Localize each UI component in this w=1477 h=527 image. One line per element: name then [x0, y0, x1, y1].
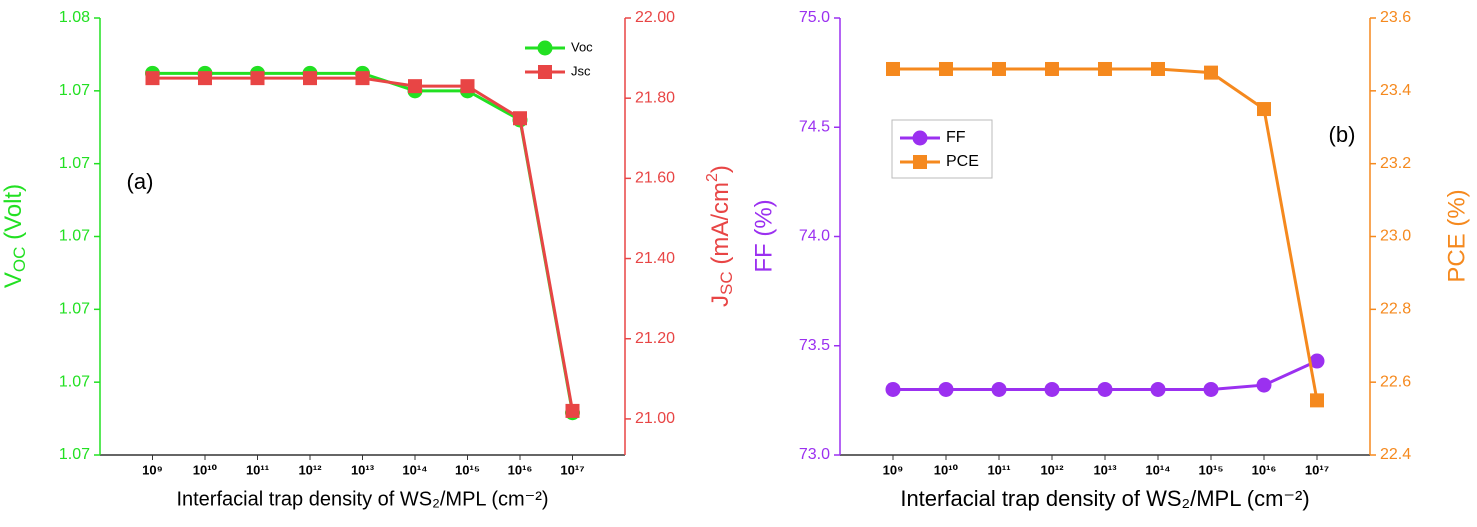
- series-line: [152, 76, 574, 412]
- data-point: [1044, 381, 1060, 397]
- y2-tick-label: 23.2: [1380, 155, 1411, 172]
- y-tick-label: 1.07: [59, 446, 90, 463]
- x-tick-label: 10¹⁴: [1145, 462, 1170, 477]
- x-tick-label: 10¹³: [351, 462, 375, 477]
- x-tick-label: 10¹²: [1040, 462, 1064, 477]
- data-point: [355, 71, 370, 86]
- y-label-part: OC: [10, 247, 29, 273]
- legend-box: [891, 119, 993, 179]
- legend-marker: [912, 130, 928, 146]
- x-axis-label: Interfacial trap density of WS₂/MPL (cm⁻…: [176, 488, 548, 510]
- x-tick-label: 10¹³: [1093, 462, 1117, 477]
- data-point: [513, 111, 527, 126]
- y-tick-label: 75.0: [799, 9, 830, 26]
- legend-label: Voc: [571, 39, 593, 54]
- data-point: [250, 71, 265, 86]
- data-point: [408, 79, 422, 94]
- y-tick-label: 74.0: [799, 228, 830, 245]
- series-line: [152, 71, 574, 414]
- x-tick-label: 10⁹: [142, 462, 163, 477]
- data-point: [992, 61, 1006, 76]
- y-axis-label: VOC (Volt): [0, 184, 29, 288]
- x-tick-label: 10¹⁰: [193, 462, 218, 477]
- y-tick-label: 73.5: [799, 337, 830, 354]
- y2-tick-label: 22.00: [635, 9, 675, 26]
- data-point: [198, 71, 212, 86]
- data-point: [1257, 102, 1271, 117]
- data-point: [1256, 377, 1272, 393]
- x-tick-label: 10¹¹: [987, 462, 1010, 477]
- y2-tick-label: 22.4: [1380, 446, 1411, 463]
- data-point: [565, 403, 580, 418]
- y-tick-label: 1.07: [59, 301, 90, 318]
- y2-tick-label: 23.4: [1380, 82, 1411, 99]
- data-point: [1151, 61, 1165, 76]
- x-axis-label: Interfacial trap density of WS₂/MPL (cm⁻…: [900, 486, 1309, 511]
- data-point: [886, 61, 900, 76]
- data-point: [303, 71, 317, 86]
- y2-tick-label: 23.6: [1380, 9, 1411, 26]
- annotation: (b): [1329, 122, 1356, 147]
- annotation: (a): [127, 169, 154, 194]
- y-tick-label: 1.08: [59, 9, 90, 26]
- y2-axis-label: PCE (%): [1443, 189, 1470, 282]
- x-tick-label: 10¹⁷: [560, 462, 584, 477]
- x-tick-label: 10¹⁴: [402, 462, 427, 477]
- x-tick-label: 10¹⁶: [508, 462, 533, 477]
- data-point: [1309, 353, 1325, 369]
- data-point: [1097, 381, 1113, 397]
- legend-marker: [538, 65, 552, 79]
- legend-marker: [537, 40, 553, 56]
- x-tick-label: 10¹¹: [246, 462, 269, 477]
- y2-tick-label: 22.8: [1380, 301, 1411, 318]
- y-tick-label: 74.5: [799, 118, 830, 135]
- y-tick-label: 1.07: [59, 373, 90, 390]
- y2-tick-label: 21.40: [635, 250, 675, 267]
- y2-axis-label: JSC (mA/cm2): [704, 165, 736, 307]
- x-tick-label: 10¹⁵: [1199, 462, 1224, 477]
- data-point: [938, 381, 954, 397]
- legend-label: PCE: [946, 153, 979, 170]
- data-point: [460, 79, 475, 94]
- y-tick-label: 1.07: [59, 228, 90, 245]
- legend-label: FF: [946, 129, 966, 146]
- data-point: [991, 381, 1007, 397]
- y2-label-part: (mA/cm: [707, 182, 734, 271]
- data-point: [1098, 61, 1112, 76]
- x-tick-label: 10⁹: [883, 462, 904, 477]
- x-tick-label: 10¹²: [298, 462, 322, 477]
- x-tick-label: 10¹⁰: [934, 462, 959, 477]
- y-tick-label: 73.0: [799, 446, 830, 463]
- y2-label-part: ): [707, 165, 734, 173]
- data-point: [1045, 61, 1059, 76]
- y2-label-part: 2: [704, 173, 721, 182]
- legend-label: Jsc: [571, 63, 591, 78]
- y2-label-part: J: [707, 295, 734, 307]
- y2-tick-label: 21.00: [635, 410, 675, 427]
- data-point: [885, 381, 901, 397]
- data-point: [145, 71, 160, 86]
- y2-tick-label: 21.80: [635, 89, 675, 106]
- legend-marker: [913, 155, 927, 169]
- y-tick-label: 1.07: [59, 82, 90, 99]
- data-point: [1203, 381, 1219, 397]
- y-tick-label: 1.07: [59, 155, 90, 172]
- y-label-part: (Volt): [0, 184, 27, 247]
- x-tick-label: 10¹⁵: [455, 462, 480, 477]
- data-point: [1204, 65, 1218, 80]
- data-point: [1150, 381, 1166, 397]
- x-tick-label: 10¹⁷: [1305, 462, 1329, 477]
- y2-tick-label: 23.0: [1380, 228, 1411, 245]
- series-line: [893, 67, 1319, 401]
- y-label-part: V: [0, 272, 27, 288]
- y2-tick-label: 21.20: [635, 330, 675, 347]
- y-axis-label: FF (%): [750, 199, 777, 272]
- x-tick-label: 10¹⁶: [1252, 462, 1277, 477]
- y2-label-part: SC: [717, 271, 736, 295]
- data-point: [939, 61, 953, 76]
- data-point: [1310, 393, 1324, 408]
- y2-tick-label: 21.60: [635, 170, 675, 187]
- y2-tick-label: 22.6: [1380, 373, 1411, 390]
